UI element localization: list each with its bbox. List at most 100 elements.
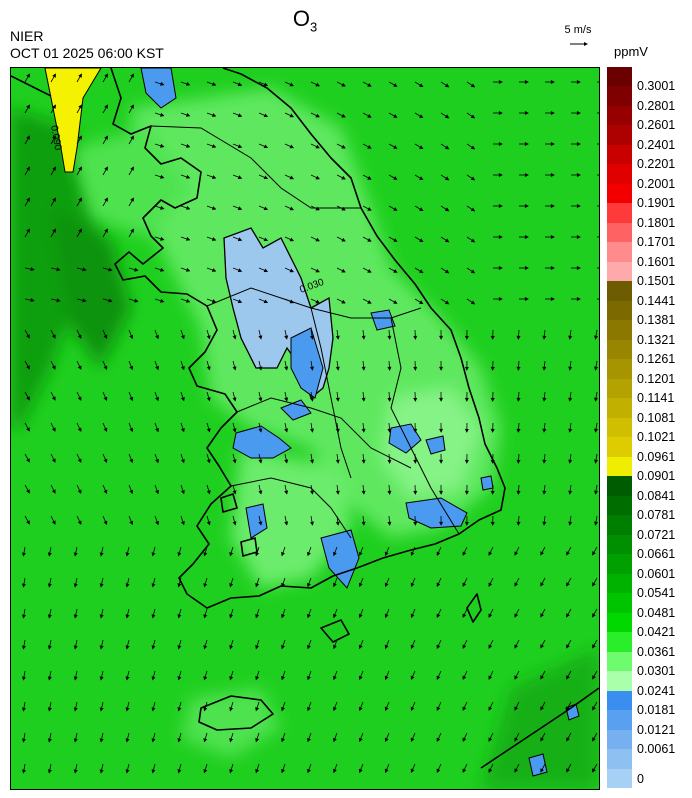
wind-vector-head: [103, 365, 108, 371]
wind-vector-head: [206, 335, 211, 340]
wind-vector-head: [540, 644, 544, 649]
wind-vector-head: [444, 145, 450, 150]
wind-vector-head: [410, 768, 415, 774]
wind-vector-head: [21, 552, 26, 557]
wind-vector-head: [258, 428, 263, 433]
legend-tick-label: 0.1261: [637, 352, 676, 367]
wind-vector-head: [284, 366, 289, 371]
wind-vector-head: [419, 207, 424, 212]
wind-vector-head: [524, 265, 529, 271]
wind-vector-head: [77, 520, 82, 525]
wind-vector-head: [419, 145, 424, 150]
wind-vector-head: [410, 551, 415, 557]
wind-vector-head: [444, 269, 450, 274]
wind-vector-head: [367, 176, 372, 180]
wind-vector-head: [439, 490, 444, 495]
wind-vector-head: [594, 335, 599, 340]
legend-tick-label: 0.1201: [637, 371, 676, 386]
wind-vector-head: [103, 520, 108, 526]
wind-vector-head: [263, 113, 269, 118]
wind-vector-head: [155, 427, 159, 433]
wind-vector-head: [436, 737, 441, 743]
wind-vector-head: [180, 335, 185, 340]
wind-vector-head: [130, 73, 134, 78]
wind-vector-head: [361, 428, 366, 433]
reference-vector-arrow-icon: [570, 42, 588, 46]
wind-vector-head: [550, 141, 555, 147]
wind-vector-head: [524, 79, 529, 85]
wind-vector-head: [462, 768, 467, 773]
wind-vector-head: [30, 267, 35, 272]
legend-tick-label: 0.1501: [637, 274, 676, 289]
wind-vector-head: [413, 490, 418, 495]
wind-vector-head: [51, 489, 56, 494]
wind-vector-head: [470, 269, 476, 274]
wind-vector-head: [307, 644, 311, 650]
legend-tick-label: 0.2001: [637, 176, 676, 191]
wind-vector-head: [568, 459, 573, 464]
wind-vector-head: [155, 458, 159, 464]
wind-vector-head: [255, 552, 260, 557]
wind-vector-head: [592, 675, 596, 680]
wind-vector-head: [335, 428, 340, 433]
wind-vector-head: [26, 489, 30, 494]
wind-vector-head: [358, 706, 363, 712]
legend-tick-label: 0.0781: [637, 508, 676, 523]
legend-tick-label: 0.1901: [637, 196, 676, 211]
wind-vector-head: [125, 583, 130, 588]
dark-green-regions: [11, 108, 599, 789]
legend-tick-label: 0.2401: [637, 137, 676, 152]
wind-vector-head: [594, 459, 599, 464]
wind-vector-head: [514, 613, 519, 618]
high-ozone-plume: [44, 68, 102, 173]
wind-vector-head: [358, 768, 363, 774]
wind-vector-head: [155, 396, 159, 402]
wind-vector-head: [26, 228, 30, 233]
wind-vector-head: [566, 706, 570, 711]
wind-vector-head: [255, 676, 260, 681]
wind-vector-head: [410, 644, 415, 650]
wind-vector-head: [592, 551, 596, 556]
wind-vector-head: [206, 459, 211, 464]
wind-vector-head: [104, 135, 108, 140]
wind-vector-head: [26, 197, 30, 202]
wind-vector-head: [470, 176, 476, 181]
wind-vector-head: [413, 521, 418, 526]
wind-vector-head: [151, 676, 156, 681]
wind-vector-head: [315, 82, 320, 87]
wind-vector-head: [358, 675, 363, 681]
wind-vector-head: [284, 521, 289, 526]
wind-vector-head: [211, 299, 217, 303]
legend-tick-label: 0.1321: [637, 332, 676, 347]
wind-vector-head: [524, 172, 529, 178]
legend-tick-label: 0.1141: [637, 391, 675, 406]
wind-vector-head: [21, 676, 26, 681]
wind-vector-head: [307, 768, 311, 774]
wind-vector-head: [387, 335, 392, 340]
timestamp-label: OCT 01 2025 06:00 KST: [10, 45, 164, 61]
color-legend: [607, 67, 632, 789]
wind-vector-head: [436, 582, 441, 588]
wind-vector-head: [540, 706, 544, 711]
wind-vector-head: [387, 459, 392, 464]
wind-vector-head: [514, 675, 519, 680]
wind-vector-head: [358, 582, 363, 588]
legend-swatch: [607, 339, 632, 360]
wind-vector-head: [52, 166, 56, 171]
wind-vector-head: [550, 203, 555, 209]
legend-tick-label: 0.0481: [637, 605, 676, 620]
wind-vector-head: [125, 707, 130, 712]
wind-vector-head: [367, 114, 372, 118]
wind-vector-head: [284, 428, 289, 433]
wind-vector-head: [129, 458, 134, 464]
wind-vector-head: [232, 521, 237, 526]
wind-vector-head: [229, 552, 234, 557]
wind-vector-head: [237, 299, 243, 304]
wind-vector-head: [73, 645, 78, 650]
wind-vector-head: [103, 458, 108, 464]
wind-vector-head: [30, 298, 35, 303]
wind-vector-head: [335, 335, 340, 340]
wind-vector-head: [470, 114, 476, 119]
wind-vector-head: [180, 459, 185, 464]
wind-vector-head: [129, 489, 134, 495]
